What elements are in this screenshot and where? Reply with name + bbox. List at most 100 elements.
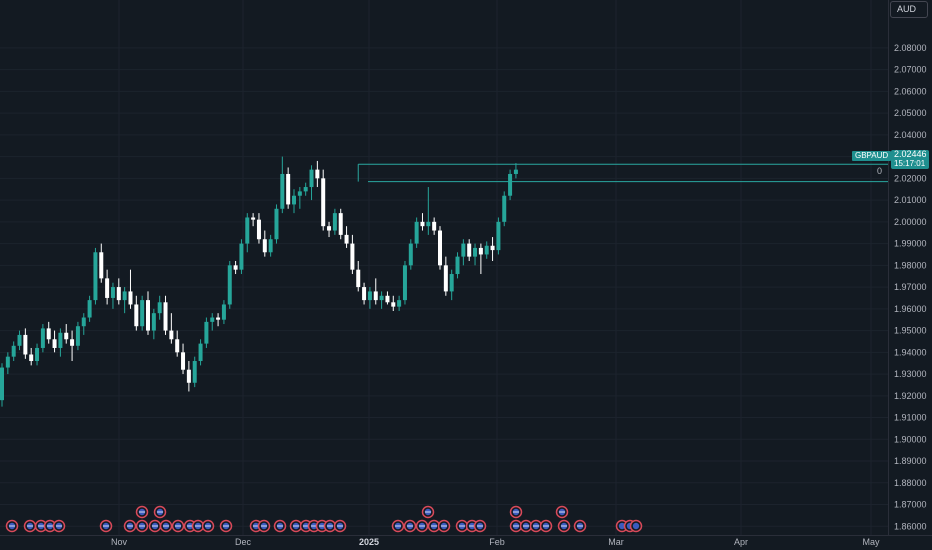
- event-flag-icon[interactable]: [148, 519, 162, 533]
- candle-body: [490, 245, 495, 251]
- candle: [40, 324, 45, 353]
- event-flag-icon[interactable]: [437, 519, 451, 533]
- event-flag-icon[interactable]: [159, 519, 173, 533]
- candle: [455, 252, 460, 279]
- candle: [52, 330, 57, 353]
- event-flag-icon[interactable]: [201, 519, 215, 533]
- event-markers[interactable]: [5, 505, 643, 533]
- candle-body: [110, 287, 115, 298]
- candle: [303, 182, 308, 196]
- event-flag-icon[interactable]: [273, 519, 287, 533]
- event-flag-icon[interactable]: [455, 519, 469, 533]
- candle: [151, 308, 156, 340]
- price-tick-label: 2.01000: [894, 195, 927, 205]
- candle-body: [262, 239, 267, 253]
- candle-body: [23, 334, 28, 355]
- event-flag-icon[interactable]: [427, 519, 441, 533]
- candle-body: [99, 252, 104, 279]
- event-flag-icon[interactable]: [257, 519, 271, 533]
- candle-body: [128, 291, 133, 305]
- candle-body: [181, 352, 186, 370]
- candle: [332, 208, 337, 235]
- candle: [397, 295, 402, 311]
- event-flag-icon[interactable]: [573, 519, 587, 533]
- event-flag-icon[interactable]: [391, 519, 405, 533]
- symbol-label: GBPAUD: [852, 151, 892, 161]
- event-flag-icon[interactable]: [323, 519, 337, 533]
- event-flag-icon[interactable]: [99, 519, 113, 533]
- event-flag-icon[interactable]: [509, 505, 523, 519]
- event-flag-icon[interactable]: [43, 519, 57, 533]
- candle: [239, 239, 244, 275]
- candle: [373, 278, 378, 305]
- event-flag-icon[interactable]: [153, 505, 167, 519]
- candle: [467, 239, 472, 261]
- candle-body: [402, 265, 407, 301]
- candle: [367, 287, 372, 309]
- candle: [438, 226, 442, 270]
- price-tick-label: 1.98000: [894, 260, 927, 270]
- price-axis[interactable]: 2.080002.070002.060002.050002.040002.030…: [894, 43, 927, 531]
- event-flag-icon[interactable]: [421, 505, 435, 519]
- event-flag-icon[interactable]: [135, 519, 149, 533]
- event-flag-icon[interactable]: [415, 519, 429, 533]
- currency-button[interactable]: AUD: [890, 1, 928, 18]
- price-tick-label: 2.02000: [894, 173, 927, 183]
- event-flag-icon[interactable]: [629, 519, 643, 533]
- price-tick-label: 1.96000: [894, 304, 927, 314]
- candle-body: [64, 332, 69, 340]
- event-flag-icon[interactable]: [403, 519, 417, 533]
- candle: [29, 347, 34, 366]
- candle-body: [280, 173, 285, 209]
- event-flag-icon[interactable]: [5, 519, 19, 533]
- price-tick-label: 1.88000: [894, 478, 927, 488]
- price-tick-label: 1.95000: [894, 326, 927, 336]
- candle-body: [443, 265, 448, 292]
- event-flag-icon[interactable]: [23, 519, 37, 533]
- candle: [110, 282, 115, 309]
- price-tick-label: 1.93000: [894, 369, 927, 379]
- event-flag-icon[interactable]: [557, 519, 571, 533]
- event-flag-icon[interactable]: [171, 519, 185, 533]
- event-flag-icon[interactable]: [333, 519, 347, 533]
- event-flag-icon[interactable]: [219, 519, 233, 533]
- candle-body: [122, 291, 127, 301]
- candle: [87, 295, 92, 322]
- price-tick-label: 1.87000: [894, 500, 927, 510]
- candle: [75, 321, 80, 351]
- candle-body: [461, 243, 466, 257]
- horizontal-levels[interactable]: [357, 163, 888, 183]
- candle: [420, 213, 425, 231]
- candle: [292, 189, 296, 214]
- candle: [233, 260, 238, 275]
- candle: [338, 208, 343, 240]
- candle: [286, 167, 291, 209]
- candle-body: [239, 243, 244, 270]
- candle-body: [315, 169, 320, 179]
- candle-body: [75, 326, 80, 346]
- event-flag-icon[interactable]: [555, 505, 569, 519]
- event-flag-icon[interactable]: [539, 519, 553, 533]
- candle-body: [29, 354, 34, 362]
- candle-body: [367, 291, 372, 301]
- candle-body: [496, 221, 501, 251]
- event-flag-icon[interactable]: [473, 519, 487, 533]
- event-flag-icon[interactable]: [123, 519, 137, 533]
- candle: [210, 313, 215, 331]
- candle: [198, 339, 203, 366]
- time-axis[interactable]: Nov Dec 2025 Feb Mar Apr May: [111, 537, 880, 547]
- price-tick-label: 2.08000: [894, 43, 927, 53]
- event-flag-icon[interactable]: [52, 519, 66, 533]
- candle: [309, 165, 314, 201]
- candle: [181, 343, 186, 375]
- candle: [508, 169, 513, 201]
- event-flag-icon[interactable]: [34, 519, 48, 533]
- event-flag-icon[interactable]: [135, 505, 149, 519]
- event-flag-icon[interactable]: [519, 519, 533, 533]
- candle-body: [420, 221, 425, 227]
- candle: [11, 341, 16, 362]
- candle: [356, 260, 361, 292]
- candle: [251, 213, 256, 227]
